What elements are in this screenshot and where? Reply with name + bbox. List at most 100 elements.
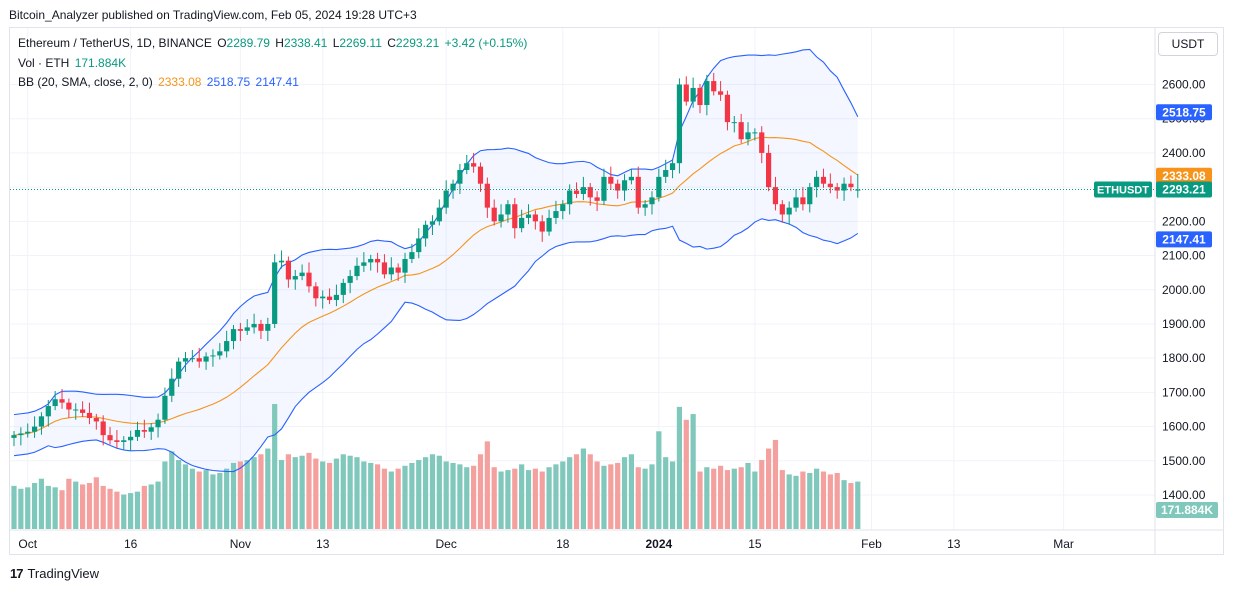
volume-bar: [546, 467, 552, 529]
volume-bar: [306, 452, 312, 529]
candle-body: [86, 412, 93, 419]
volume-bar: [621, 457, 628, 529]
candle-body: [786, 207, 792, 215]
candle-body: [731, 122, 737, 124]
candle-body: [25, 431, 31, 434]
candle-body: [169, 378, 175, 396]
x-tick-label: Mar: [1053, 537, 1074, 551]
volume-bar: [587, 454, 593, 529]
volume-bar: [519, 464, 525, 529]
volume-bar: [244, 460, 250, 529]
volume-bar: [278, 460, 285, 529]
volume-bar: [80, 484, 86, 529]
x-tick-label: 2024: [645, 537, 672, 551]
candle-body: [203, 356, 209, 362]
footer-brand[interactable]: 17 TradingView: [10, 566, 99, 581]
candle-body: [855, 189, 861, 191]
volume-badge-label: 171.884K: [1161, 503, 1213, 517]
candle-body: [237, 329, 243, 331]
volume-bar: [704, 467, 710, 529]
y-tick-label: 1400.00: [1162, 488, 1206, 502]
candle-body: [553, 211, 559, 218]
candle-body: [423, 224, 429, 239]
volume-bar: [436, 455, 442, 529]
legend-symbol[interactable]: Ethereum / TetherUS, 1D, BINANCE: [18, 36, 212, 50]
volume-bar: [594, 461, 600, 529]
legend-vol-label[interactable]: Vol · ETH: [18, 55, 70, 70]
volume-bar: [148, 484, 154, 529]
candle-body: [292, 276, 298, 280]
candle-body: [11, 435, 17, 438]
candle-body: [471, 163, 477, 167]
volume-bar: [683, 419, 689, 529]
legend-close: 2293.21: [395, 36, 440, 50]
volume-bar: [38, 478, 45, 529]
volume-bar: [690, 414, 696, 529]
volume-bar: [450, 462, 456, 529]
currency-button[interactable]: USDT: [1158, 32, 1218, 56]
volume-bar: [498, 471, 504, 529]
candle-body: [45, 406, 51, 417]
y-tick-label: 2400.00: [1162, 146, 1206, 160]
candle-body: [354, 265, 360, 277]
candle-body: [224, 341, 230, 352]
tradingview-logo-icon: 17: [10, 566, 24, 581]
volume-bar: [834, 472, 840, 529]
volume-bar: [388, 471, 394, 529]
bb-upper-line: [13, 48, 859, 416]
y-tick-label: 2100.00: [1162, 249, 1206, 263]
candle-body: [580, 187, 586, 194]
volume-bar: [848, 483, 854, 529]
volume-bar: [814, 468, 820, 529]
candle-body: [134, 430, 141, 437]
legend-bb-label[interactable]: BB (20, SMA, close, 2, 0): [18, 75, 153, 89]
volume-bar: [368, 462, 374, 529]
volume-bar: [807, 472, 813, 529]
candle-body: [162, 395, 168, 420]
candle-body: [38, 416, 45, 427]
candle-body: [196, 358, 202, 362]
candle-body: [608, 176, 614, 184]
volume-bar: [779, 470, 785, 529]
price-badge-label: 2293.21: [1162, 182, 1206, 196]
candle-body: [244, 327, 250, 331]
candle-body: [621, 180, 628, 191]
candle-body: [697, 87, 703, 106]
volume-bar: [141, 485, 147, 529]
candle-body: [210, 355, 216, 357]
y-tick-label: 2600.00: [1162, 78, 1206, 92]
volume-bar: [724, 470, 731, 529]
candle-body: [690, 87, 696, 102]
candle-body: [148, 427, 154, 432]
y-tick-label: 1900.00: [1162, 317, 1206, 331]
volume-bar: [567, 457, 573, 529]
candle-body: [450, 183, 456, 191]
volume-bar: [203, 470, 209, 529]
volume-bar: [628, 454, 634, 529]
candle-body: [299, 272, 305, 277]
candle-body: [73, 409, 79, 411]
footer-brand-label: TradingView: [27, 566, 100, 581]
chart-legend: Ethereum / TetherUS, 1D, BINANCE O2289.7…: [18, 34, 527, 93]
volume-bar: [793, 475, 799, 529]
price-badge: [1156, 167, 1212, 184]
legend-low-label: L: [332, 36, 340, 50]
legend-close-label: C: [387, 36, 396, 50]
y-tick-label: 1800.00: [1162, 351, 1206, 365]
candle-body: [52, 399, 58, 407]
volume-bar: [477, 454, 484, 529]
volume-bar: [491, 467, 497, 529]
bb-basis-line: [13, 136, 859, 436]
candle-body: [814, 176, 820, 188]
volume-bar: [182, 464, 189, 529]
candle-body: [477, 166, 484, 184]
candle-body: [841, 183, 847, 191]
candle-body: [429, 221, 436, 225]
volume-bar: [59, 490, 65, 529]
volume-bar: [553, 464, 559, 529]
volume-bar: [395, 468, 401, 529]
legend-volume-row: Vol · ETH 171.884K: [18, 54, 527, 74]
candle-body: [587, 187, 593, 198]
candle-body: [121, 440, 127, 442]
